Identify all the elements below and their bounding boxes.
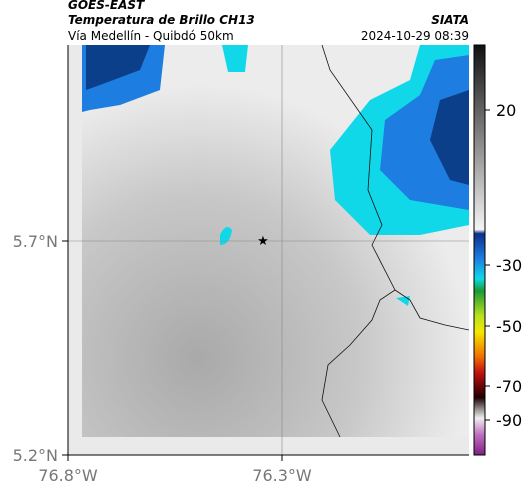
agency: SIATA (431, 13, 469, 27)
colorbar-label: -70 (496, 377, 522, 396)
colorbar-label: -50 (496, 317, 522, 336)
cloud-core (86, 45, 150, 90)
map: ★ 5.7°N 5.2°N 76.8°W 76.3°W (13, 44, 470, 485)
lat-label: 5.7°N (13, 232, 58, 251)
colorbar: 20 -30 -50 -70 -90 (473, 44, 522, 456)
cloud-patch (396, 296, 410, 306)
colorbar-label: -90 (496, 411, 522, 430)
cloud-patch (220, 226, 232, 245)
lon-label: 76.8°W (38, 466, 98, 485)
lat-label: 5.2°N (13, 446, 58, 465)
cloud-patch (222, 45, 248, 72)
cloud-core (430, 90, 469, 185)
boundary (394, 289, 470, 331)
colorbar-label: -30 (496, 256, 522, 275)
location-star: ★ (257, 234, 269, 249)
timestamp: 2024-10-29 08:39 (361, 29, 469, 43)
subtitle: Vía Medellín - Quibdó 50km (68, 29, 234, 43)
colorbar-scale (473, 44, 486, 456)
title: Temperatura de Brillo CH13 (68, 13, 255, 27)
source: GOES-EAST (68, 0, 145, 12)
lon-label: 76.3°W (252, 466, 312, 485)
colorbar-label: 20 (496, 101, 516, 120)
